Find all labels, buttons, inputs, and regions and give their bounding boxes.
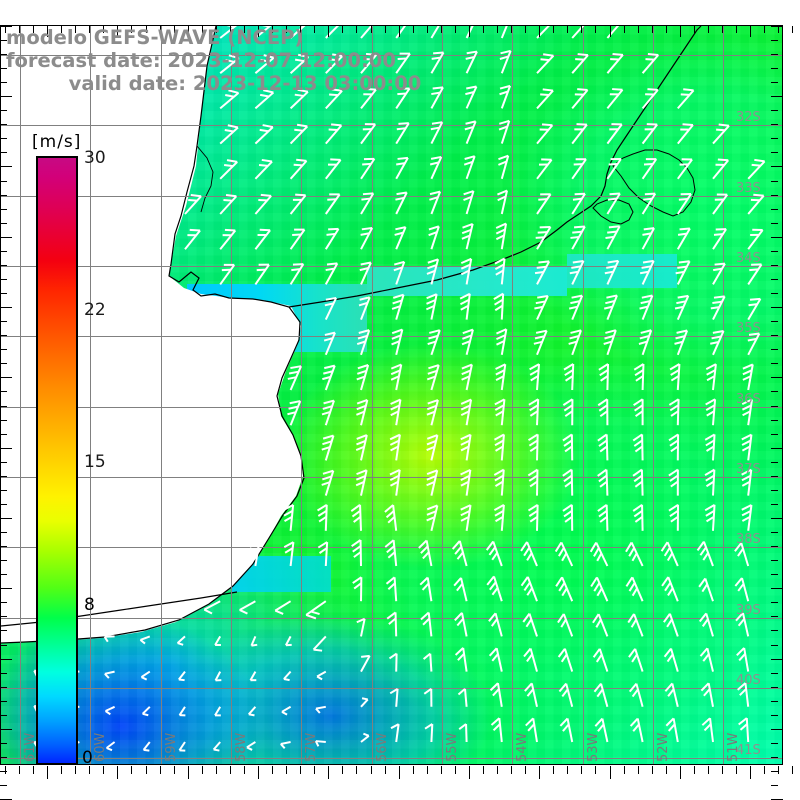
gridline-lon bbox=[90, 26, 91, 764]
gridline-lat bbox=[1, 336, 782, 337]
lon-label: 56W bbox=[375, 732, 390, 762]
map-panel[interactable] bbox=[0, 25, 783, 765]
gridline-lon bbox=[301, 26, 302, 764]
lat-label: 34S bbox=[736, 251, 761, 266]
lon-label: 53W bbox=[586, 732, 601, 762]
gridline-lon bbox=[20, 26, 21, 764]
gridline-lon bbox=[723, 26, 724, 764]
axis-ticks-left bbox=[0, 25, 13, 800]
colorbar-tick-label-8: 8 bbox=[84, 595, 95, 615]
shelf-cool-patch-brazil bbox=[567, 254, 677, 288]
gridline-lat bbox=[1, 196, 782, 197]
axis-ticks-top bbox=[0, 26, 794, 38]
lat-label: 37S bbox=[736, 462, 761, 477]
lat-label: 38S bbox=[736, 532, 761, 547]
title-forecast-date: forecast date: 2023-12-07 12:00:00 bbox=[6, 49, 396, 72]
map-clip bbox=[1, 26, 782, 764]
lat-label: 39S bbox=[736, 603, 761, 618]
lon-label: 54W bbox=[515, 732, 530, 762]
coastline-path-northeast bbox=[288, 26, 702, 308]
gridline-lon bbox=[442, 26, 443, 764]
title-model: modelo GEFS-WAVE (NCEP) bbox=[6, 26, 304, 49]
lat-label: 33S bbox=[736, 181, 761, 196]
river-line bbox=[196, 145, 214, 213]
lon-label: 52W bbox=[656, 732, 671, 762]
lat-label: 36S bbox=[736, 392, 761, 407]
title-valid-date: valid date: 2023-12-13 03:00:00 bbox=[68, 72, 422, 95]
colorbar-tick-label-22: 22 bbox=[84, 300, 106, 320]
lat-label: 40S bbox=[736, 673, 761, 688]
colorbar-tick-label-30: 30 bbox=[84, 148, 106, 168]
lon-label: 61W bbox=[23, 732, 38, 762]
gridline-lat bbox=[1, 688, 782, 689]
gridline-lon bbox=[653, 26, 654, 764]
lat-label: 41S bbox=[736, 743, 761, 758]
gridline-lat bbox=[1, 477, 782, 478]
lon-label: 60W bbox=[93, 732, 108, 762]
colorbar-tick-label-0: 0 bbox=[82, 748, 93, 768]
colorbar-tick-label-15: 15 bbox=[84, 452, 106, 472]
gridline-lat bbox=[1, 125, 782, 126]
colorbar-gradient[interactable] bbox=[36, 156, 78, 765]
gridline-lon bbox=[512, 26, 513, 764]
lon-label: 55W bbox=[445, 732, 460, 762]
figure-title-block: modelo GEFS-WAVE (NCEP) forecast date: 2… bbox=[0, 26, 520, 95]
lon-label: 57W bbox=[304, 732, 319, 762]
coastline-bay-detail bbox=[592, 199, 634, 225]
lon-label: 58W bbox=[234, 732, 249, 762]
lon-label: 59W bbox=[164, 732, 179, 762]
axis-ticks-bottom bbox=[0, 766, 794, 780]
axis-ticks-right bbox=[771, 25, 784, 800]
gridline-lat bbox=[1, 407, 782, 408]
coastline-lagoa-dos-patos bbox=[612, 149, 696, 217]
gridline-lat bbox=[1, 266, 782, 267]
gridline-lat bbox=[1, 55, 782, 56]
gridline-lon bbox=[161, 26, 162, 764]
wind-barb-layer bbox=[32, 26, 766, 755]
colorbar-unit-label: [m/s] bbox=[32, 132, 82, 152]
gridline-lon bbox=[583, 26, 584, 764]
gridline-lat bbox=[1, 758, 782, 759]
lat-label: 32S bbox=[736, 110, 761, 125]
coastline-path-main bbox=[1, 26, 305, 644]
lat-label: 35S bbox=[736, 321, 761, 336]
gridline-lat bbox=[1, 618, 782, 619]
gridline-lon bbox=[372, 26, 373, 764]
gridline-lon bbox=[231, 26, 232, 764]
